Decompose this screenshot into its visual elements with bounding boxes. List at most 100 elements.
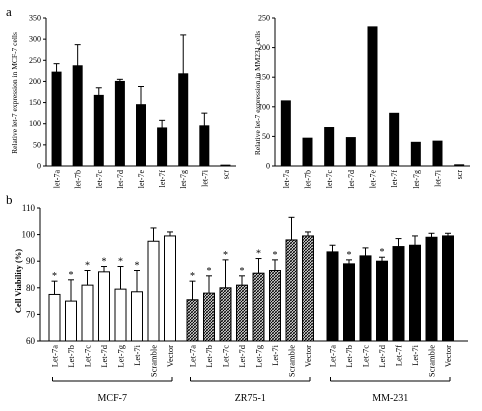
- panel-label-b: b: [6, 192, 13, 207]
- x-tick-label: let-7i: [200, 169, 209, 187]
- y-tick-label: 150: [29, 98, 41, 107]
- panel-label-a: a: [6, 4, 12, 19]
- bar-let-7g: [410, 141, 421, 167]
- bar-MM-231-Scramble: [425, 236, 438, 342]
- bar-let-7f: [157, 127, 168, 167]
- x-tick-label: let-7i: [434, 169, 443, 187]
- x-tick-label: Let-7g: [116, 344, 126, 367]
- bar-ZR75-1-Let-7g: [252, 272, 265, 342]
- bar-MCF-7-Let-7a: [48, 293, 61, 342]
- bar-let-7f: [389, 112, 400, 167]
- bar-let-7g: [178, 73, 189, 167]
- significance-star: *: [273, 250, 278, 261]
- x-tick-label: Let-7c: [361, 345, 371, 367]
- bar-scr: [454, 164, 465, 167]
- x-tick-label: Scramble: [427, 345, 437, 377]
- bar-ZR75-1-Let-7d: [236, 284, 248, 342]
- x-tick-label: let-7e: [369, 170, 378, 189]
- significance-star: *: [223, 250, 228, 261]
- significance-star: *: [85, 261, 90, 272]
- significance-star: *: [102, 257, 107, 268]
- bar-MM-231-Let-7c: [359, 255, 372, 342]
- y-tick-label: 100: [258, 102, 270, 111]
- x-tick-label: Let-7i: [132, 344, 142, 365]
- y-tick-label: 100: [22, 230, 36, 240]
- significance-star: *: [190, 271, 195, 282]
- significance-star: *: [52, 271, 57, 282]
- bar-MCF-7-Scramble: [147, 240, 160, 342]
- x-tick-label: Let-7i: [410, 344, 420, 365]
- bar-ZR75-1-Let-7b: [203, 292, 215, 342]
- bar-ZR75-1-Vector: [302, 235, 314, 342]
- x-tick-label: let-7g: [412, 170, 421, 189]
- y-tick-label: 0: [37, 162, 41, 171]
- x-tick-label: Let-7g: [254, 344, 264, 367]
- x-tick-label: let-7d: [347, 170, 356, 189]
- bar-let-7a: [280, 100, 291, 167]
- x-tick-label: Let-7i: [270, 344, 280, 365]
- bar-MM-231-Let-7d: [376, 260, 388, 342]
- x-tick-label: Let-7b: [204, 345, 214, 368]
- y-tick-label: 80: [26, 283, 36, 293]
- x-tick-label: Let-7b: [344, 345, 354, 368]
- bar-let-7d: [345, 137, 356, 167]
- bar-MM-231-Let-7b: [343, 263, 355, 342]
- bar-let-7e: [367, 26, 378, 167]
- x-tick-label: Let-7b: [66, 345, 76, 368]
- bar-let-7a: [51, 71, 62, 167]
- bar-ZR75-1-Let-7a: [186, 299, 199, 342]
- y-tick-label: 110: [22, 203, 36, 213]
- significance-star: *: [69, 270, 74, 281]
- bar-MM-231-Let-7f: [392, 246, 405, 342]
- significance-star: *: [380, 247, 385, 258]
- x-tick-label: let-7f: [158, 170, 167, 188]
- significance-star: *: [347, 250, 352, 261]
- x-tick-label: scr: [455, 170, 464, 180]
- y-tick-label: 300: [29, 35, 41, 44]
- x-tick-label: Let-7c: [221, 345, 231, 367]
- significance-star: *: [207, 266, 212, 277]
- y-tick-label: 50: [33, 140, 41, 149]
- x-tick-label: Let-7d: [99, 344, 109, 367]
- x-tick-label: let-7a: [282, 170, 291, 189]
- x-tick-label: Vector: [165, 345, 175, 367]
- x-tick-label: let-7a: [53, 170, 62, 189]
- bar-MCF-7-Let-7g: [114, 288, 127, 342]
- x-tick-label: Let-7d: [237, 344, 247, 367]
- y-tick-label: 50: [262, 132, 270, 141]
- significance-star: *: [240, 266, 245, 277]
- bar-let-7b: [302, 137, 313, 167]
- y-axis-label: Cell Viability (%): [13, 249, 23, 313]
- x-tick-label: Let-7a: [328, 345, 338, 367]
- bar-scr: [220, 164, 231, 167]
- x-tick-label: Vector: [443, 345, 453, 367]
- x-tick-label: let-7c: [95, 170, 104, 189]
- y-tick-label: 150: [258, 73, 270, 82]
- group-label: ZR75-1: [235, 393, 266, 404]
- group-label: MM-231: [372, 393, 408, 404]
- bar-let-7e: [136, 104, 146, 167]
- x-tick-label: Let-7c: [83, 345, 93, 367]
- bar-MCF-7-Let-7b: [65, 300, 77, 342]
- bar-MCF-7-Let-7i: [131, 291, 143, 342]
- y-axis-label: Relative let-7 expression in MCF-7 cells: [10, 32, 19, 154]
- y-tick-label: 250: [258, 14, 270, 23]
- x-tick-label: let-7d: [116, 170, 125, 189]
- y-tick-label: 250: [29, 56, 41, 65]
- y-tick-label: 0: [266, 162, 270, 171]
- bar-ZR75-1-Let-7i: [269, 270, 281, 342]
- bar-MM-231-Let-7i: [409, 244, 421, 342]
- bar-MCF-7-Vector: [164, 235, 176, 342]
- y-tick-label: 60: [26, 336, 36, 346]
- x-tick-label: let-7b: [304, 170, 313, 189]
- bar-let-7c: [324, 127, 335, 167]
- x-tick-label: Scramble: [149, 345, 159, 377]
- y-tick-label: 200: [258, 43, 270, 52]
- x-tick-label: let-7g: [179, 170, 188, 189]
- significance-star: *: [118, 257, 123, 268]
- significance-star: *: [135, 261, 140, 272]
- y-tick-label: 200: [29, 77, 41, 86]
- y-tick-label: 100: [29, 119, 41, 128]
- bar-ZR75-1-Let-7c: [219, 287, 232, 342]
